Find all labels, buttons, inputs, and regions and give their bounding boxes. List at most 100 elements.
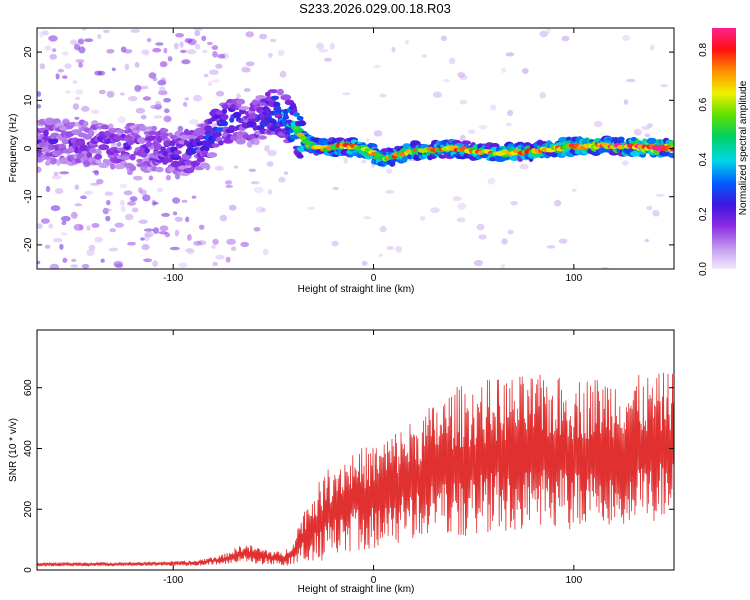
spectrogram-band-blob — [254, 138, 260, 146]
spectrogram-noise-blob — [117, 116, 126, 124]
spectrogram-noise-blob — [80, 195, 87, 200]
spectrogram-band-blob — [196, 141, 203, 146]
spectrogram-noise-blob — [211, 244, 216, 249]
spectrogram-noise-blob — [378, 253, 384, 257]
spectrogram-noise-blob — [182, 102, 188, 107]
spectrogram-band-blob — [98, 144, 110, 151]
spectrogram-noise-blob — [448, 57, 456, 65]
snr-xlabel: Height of straight line (km) — [298, 584, 415, 595]
spectrogram-noise-blob — [140, 114, 147, 120]
spectrogram-noise-blob — [501, 238, 508, 245]
spectrogram-noise-blob — [206, 41, 213, 46]
spectrogram-band-blob — [71, 129, 83, 135]
spectrogram-noise-blob — [193, 94, 203, 102]
spectrogram-noise-blob — [405, 40, 409, 45]
spectrogram-noise-blob — [655, 193, 665, 197]
spectrogram-noise-blob — [81, 263, 90, 269]
spectrogram-band-blob — [646, 137, 658, 145]
spectrogram-noise-blob — [225, 256, 231, 263]
spectrogram-noise-blob — [105, 215, 111, 222]
spectrogram-noise-blob — [329, 43, 335, 50]
spectrogram-noise-blob — [211, 45, 219, 50]
spectrogram-noise-blob — [161, 212, 171, 217]
colorbar-tick-label: 0.8 — [698, 43, 709, 57]
spectrogram-noise-blob — [633, 128, 642, 136]
spectrogram-noise-blob — [259, 33, 268, 40]
spectrogram-noise-blob — [57, 68, 64, 73]
spectrogram-band-blob — [139, 125, 148, 132]
spectrogram-noise-blob — [443, 79, 451, 83]
spectrogram-noise-blob — [225, 180, 232, 185]
spectrogram-band-blob — [236, 98, 246, 105]
spectrogram-band-blob — [43, 129, 49, 137]
spectrogram-noise-blob — [379, 93, 387, 98]
spectrogram-noise-blob — [181, 199, 188, 203]
spectrogram-noise-blob — [473, 259, 483, 267]
spectrogram-noise-blob — [37, 104, 42, 109]
snr-xtick-label: 0 — [371, 575, 377, 586]
spectrogram-noise-blob — [184, 97, 190, 101]
spectrogram-noise-blob — [124, 213, 134, 221]
spectrogram-band-blob — [170, 154, 182, 161]
spectrogram-band-blob — [550, 151, 559, 158]
spectrogram-noise-blob — [152, 47, 162, 53]
spectrogram-noise-blob — [644, 133, 651, 138]
spectrogram-ridge-blob — [292, 126, 300, 131]
spectrogram-band-blob — [239, 106, 250, 111]
spectrogram-ytick-label: 10 — [23, 94, 34, 106]
spectrogram-band-blob — [461, 140, 472, 145]
spectrogram-noise-blob — [243, 88, 251, 92]
spectrogram-band-blob — [206, 152, 218, 158]
spectrogram-noise-blob — [37, 91, 42, 97]
spectrogram-noise-blob — [142, 96, 152, 101]
spectrogram-band-blob — [197, 135, 206, 140]
spectrogram-noise-blob — [131, 207, 139, 213]
spectrogram-noise-blob — [198, 224, 205, 230]
spectrogram-noise-blob — [194, 30, 201, 37]
spectrogram-noise-blob — [323, 57, 332, 62]
spectrogram-noise-blob — [208, 69, 219, 75]
spectrogram-noise-blob — [60, 215, 71, 222]
spectrogram-noise-blob — [476, 223, 485, 231]
spectrogram-noise-blob — [268, 52, 273, 59]
spectrogram-noise-blob — [202, 49, 208, 54]
spectrogram-band-blob — [281, 118, 287, 126]
spectrogram-noise-blob — [71, 258, 77, 262]
spectrogram-band-blob — [95, 148, 102, 156]
spectrogram-noise-blob — [72, 80, 78, 84]
spectrogram-noise-blob — [75, 89, 84, 95]
spectrogram-noise-blob — [215, 63, 223, 69]
spectrogram-noise-blob — [212, 79, 220, 83]
spectrogram-band-blob — [220, 114, 229, 121]
spectrogram-noise-blob — [65, 90, 72, 94]
spectrogram-noise-blob — [332, 186, 339, 191]
spectrogram-noise-blob — [49, 263, 59, 269]
spectrogram-noise-blob — [195, 43, 201, 50]
spectrogram-noise-blob — [623, 99, 629, 105]
spectrogram-noise-blob — [163, 97, 171, 103]
spectrogram-noise-blob — [256, 206, 264, 213]
spectrogram-noise-blob — [386, 246, 394, 251]
spectrogram-band-blob — [218, 140, 224, 146]
spectrogram-band-blob — [48, 125, 55, 132]
snr-ylabel: SNR (10 * v/v) — [8, 418, 19, 482]
spectrogram-noise-blob — [212, 261, 218, 267]
spectrogram-noise-blob — [153, 115, 163, 119]
spectrogram-band-blob — [108, 127, 117, 134]
spectrogram-noise-blob — [174, 216, 183, 222]
spectrogram-noise-blob — [501, 67, 507, 74]
spectrogram-noise-blob — [59, 171, 70, 175]
spectrogram-noise-blob — [132, 175, 143, 181]
spectrogram-band-blob — [144, 147, 150, 154]
spectrogram-noise-blob — [279, 70, 287, 78]
spectrogram-noise-blob — [73, 223, 84, 231]
spectrogram-noise-blob — [82, 28, 87, 31]
spectrogram-noise-blob — [78, 61, 83, 68]
spectrogram-noise-blob — [432, 91, 442, 98]
spectrogram-band-blob — [110, 163, 116, 170]
snr-ytick-label: 400 — [23, 440, 34, 457]
spectrogram-noise-blob — [379, 225, 387, 233]
colorbar: 0.0 0.2 0.4 0.6 0.8 Normalized spectral ampl… — [698, 28, 749, 276]
spectrogram-band-blob — [257, 135, 267, 140]
